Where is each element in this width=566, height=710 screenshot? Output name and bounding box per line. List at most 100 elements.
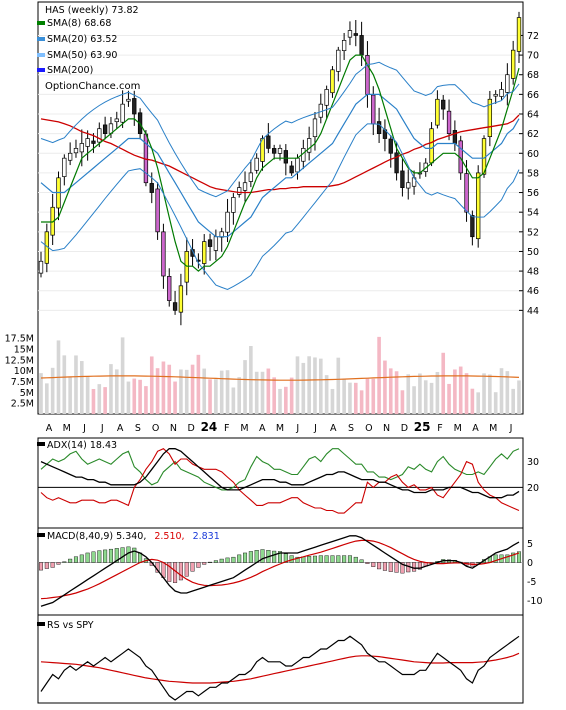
candle-body (400, 170, 405, 188)
macd-histogram-bar (190, 562, 195, 572)
macd-histogram-bar (377, 562, 382, 570)
candle-body (499, 89, 504, 97)
volume-bar (179, 369, 183, 414)
candle-body (178, 285, 184, 313)
volume-bar (324, 375, 329, 414)
adx-tick-label: 20 (527, 483, 539, 494)
candle-body (85, 138, 90, 147)
macd-histogram-bar (85, 552, 90, 563)
macd-histogram-bar (336, 555, 341, 563)
macd-histogram-bar (97, 550, 102, 563)
price-tick-label: 48 (527, 267, 539, 278)
candle-body (155, 188, 160, 233)
macd-histogram-bar (68, 558, 73, 563)
macd-histogram-bar (108, 548, 113, 563)
volume-bar (231, 387, 236, 414)
macd-histogram-bar (120, 547, 125, 563)
candle-body (353, 33, 358, 36)
rs-ma-line (40, 652, 520, 684)
volume-bar (74, 355, 78, 414)
legend-swatch-sma20 (37, 37, 45, 41)
legend-swatch-sma8 (37, 21, 45, 25)
volume-bar (348, 382, 352, 414)
x-axis-label: O (365, 423, 372, 434)
volume-bar (68, 377, 72, 414)
macd-histogram-bar (283, 553, 288, 563)
macd-histogram-bar (516, 551, 522, 563)
macd-histogram-bar (237, 554, 242, 563)
candle-body (330, 69, 335, 94)
macd-histogram-bar (353, 556, 358, 563)
adx-panel-frame (37, 437, 524, 529)
volume-bar (511, 388, 515, 414)
sma20-line (40, 93, 520, 238)
volume-bar (155, 368, 160, 414)
volume-bar (114, 369, 119, 414)
candle-body (324, 89, 329, 106)
volume-bar (79, 361, 84, 414)
volume-tick-label: 5M (20, 388, 34, 399)
macd-histogram-bar (505, 554, 510, 563)
minus-di-line (40, 448, 520, 514)
macd-histogram-bar (254, 550, 259, 563)
macd-histogram-bar (359, 559, 364, 563)
macd-histogram-bar (371, 562, 376, 567)
macd-histogram-bar (277, 551, 283, 563)
macd-histogram-bar (114, 548, 119, 563)
macd-histogram-bar (312, 555, 317, 563)
macd-histogram-bar (196, 562, 201, 568)
volume-bar (109, 364, 113, 414)
macd-histogram-bar (219, 558, 224, 563)
adx-line (40, 448, 520, 499)
macd-histogram-bar (412, 562, 417, 572)
candle-body (470, 215, 475, 238)
macd-histogram-bar (347, 555, 352, 563)
legend-swatch-sma200 (37, 68, 45, 72)
volume-bar (493, 392, 498, 414)
macd-main-value: MACD(8,40,9) 5.340, (47, 531, 146, 542)
volume-bar (184, 369, 189, 414)
x-axis-label: A (330, 423, 337, 434)
sma8-line (41, 54, 520, 272)
volume-bar (138, 379, 142, 414)
candle-body (365, 55, 370, 95)
candle-body (161, 231, 166, 277)
candle-body (341, 40, 347, 52)
macd-histogram-bar (260, 549, 265, 563)
volume-bar (394, 371, 399, 414)
volume-bar (202, 368, 207, 414)
volume-bar (254, 371, 259, 414)
candle-body (295, 157, 300, 173)
candle-body (446, 110, 452, 134)
volume-bar (126, 381, 131, 414)
price-tick-label: 56 (527, 188, 539, 199)
candle-body (126, 98, 131, 102)
volume-bar (429, 382, 434, 414)
candle-body (347, 30, 353, 38)
candle-body (406, 182, 411, 189)
macd-tick-label: -10 (527, 596, 543, 607)
macd-histogram-bar (132, 547, 137, 563)
candle-body (516, 17, 522, 52)
adx-title: ADX(14) 18.43 (47, 440, 117, 451)
macd-histogram-bar (417, 562, 422, 570)
volume-bar (313, 357, 317, 414)
macd-tick-label: 0 (527, 558, 533, 569)
macd-layer: -10 -5 0 5 (38, 535, 543, 607)
volume-bar (353, 382, 358, 414)
candle-body (254, 157, 259, 171)
candle-body (487, 98, 493, 137)
adx-tick-label: 30 (527, 457, 539, 468)
x-axis-label: M (63, 423, 71, 434)
volume-bar (400, 390, 405, 414)
volume-bar (132, 378, 137, 414)
candle-body (79, 143, 84, 153)
x-axis-label: J (100, 423, 104, 434)
x-axis-label: A (259, 423, 266, 434)
price-tick-label: 52 (527, 227, 539, 238)
candle-body (306, 138, 312, 153)
volume-bar (423, 380, 428, 414)
macd-histogram-bar (248, 551, 253, 563)
